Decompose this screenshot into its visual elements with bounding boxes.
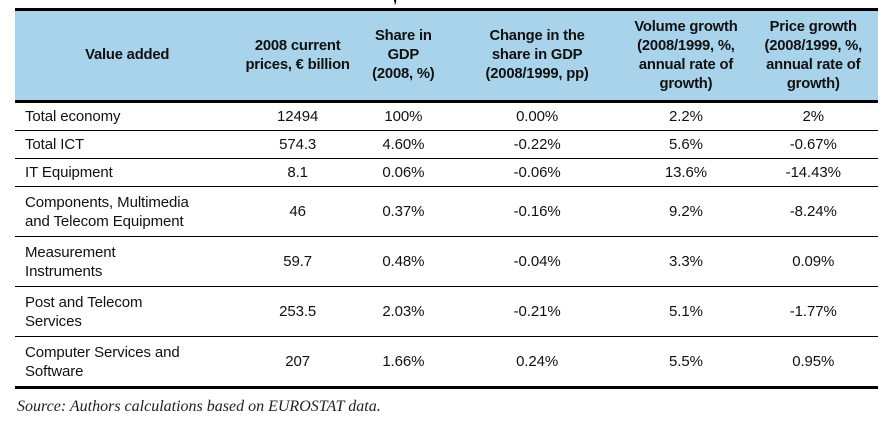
table-row-total-ict: Total ICT 574.3 4.60% -0.22% 5.6% -0.67%	[15, 130, 878, 159]
cell: 5.5%	[623, 336, 749, 389]
cell: 46	[239, 186, 356, 237]
row-label: Computer Services and Software	[15, 336, 240, 389]
cell: 13.6%	[623, 158, 749, 187]
column-header-volume-growth: Volume growth (2008/1999, %, annual rate…	[623, 8, 749, 103]
value-added-table: Value added 2008 current prices, € billi…	[15, 8, 878, 389]
row-label: Components, Multimedia and Telecom Equip…	[15, 186, 240, 237]
page: , Value added 2008 current prices, € bil…	[15, 0, 878, 415]
table-row-total-economy: Total economy 12494 100% 0.00% 2.2% 2%	[15, 101, 878, 131]
column-header-change-share-gdp: Change in the share in GDP (2008/1999, p…	[450, 8, 624, 103]
row-label: Total economy	[15, 101, 240, 131]
cell: -0.06%	[450, 158, 624, 187]
cell: 574.3	[239, 130, 356, 159]
column-header-current-prices: 2008 current prices, € billion	[239, 8, 356, 103]
cell: 1.66%	[355, 336, 451, 389]
cell: -0.22%	[450, 130, 624, 159]
cell: 253.5	[239, 286, 356, 337]
cell: 0.95%	[748, 336, 878, 389]
cell: -1.77%	[748, 286, 878, 337]
cell: 12494	[239, 101, 356, 131]
source-note: Source: Authors calculations based on EU…	[17, 398, 381, 415]
row-label: Post and Telecom Services	[15, 286, 240, 337]
cell: 2.03%	[355, 286, 451, 337]
column-header-price-growth: Price growth (2008/1999, %, annual rate …	[748, 8, 878, 103]
row-label: Total ICT	[15, 130, 240, 159]
cell: 59.7	[239, 236, 356, 287]
cell: 3.3%	[623, 236, 749, 287]
column-header-value-added: Value added	[15, 8, 240, 103]
cell: 100%	[355, 101, 451, 131]
row-label: IT Equipment	[15, 158, 240, 187]
cell: 0.24%	[450, 336, 624, 389]
cell: 2.2%	[623, 101, 749, 131]
table-row-components-multimedia-telecom: Components, Multimedia and Telecom Equip…	[15, 186, 878, 237]
cell: 4.60%	[355, 130, 451, 159]
cell: 0.09%	[748, 236, 878, 287]
cell: -0.67%	[748, 130, 878, 159]
table-row-post-telecom-services: Post and Telecom Services 253.5 2.03% -0…	[15, 286, 878, 337]
cell: 0.06%	[355, 158, 451, 187]
cell: 5.1%	[623, 286, 749, 337]
cell: 8.1	[239, 158, 356, 187]
table-row-measurement-instruments: Measurement Instruments 59.7 0.48% -0.04…	[15, 236, 878, 287]
table-row-it-equipment: IT Equipment 8.1 0.06% -0.06% 13.6% -14.…	[15, 158, 878, 187]
cell: 2%	[748, 101, 878, 131]
cell: -14.43%	[748, 158, 878, 187]
cell: 207	[239, 336, 356, 389]
cell: -0.21%	[450, 286, 624, 337]
cell: 0.37%	[355, 186, 451, 237]
cell: 9.2%	[623, 186, 749, 237]
cell: -0.04%	[450, 236, 624, 287]
header-row: Value added 2008 current prices, € billi…	[15, 8, 878, 103]
column-header-share-gdp: Share in GDP (2008, %)	[355, 8, 451, 103]
cell: 0.00%	[450, 101, 624, 131]
cell: -8.24%	[748, 186, 878, 237]
cell: 0.48%	[355, 236, 451, 287]
table-row-computer-services-software: Computer Services and Software 207 1.66%…	[15, 336, 878, 389]
cell: -0.16%	[450, 186, 624, 237]
cell: 5.6%	[623, 130, 749, 159]
cropped-text-artifact: ,	[393, 0, 397, 6]
row-label: Measurement Instruments	[15, 236, 240, 287]
